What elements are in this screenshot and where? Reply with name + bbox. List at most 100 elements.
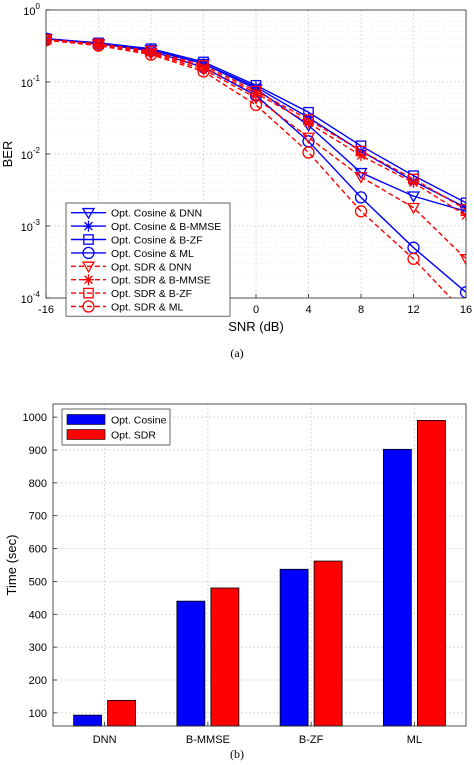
ber-series-line: [46, 37, 466, 212]
time-x-tick-label: ML: [407, 734, 422, 746]
time-chart: 100 200 300 400 500 600 700 800 900 1000 DNN B-MMSE…: [4, 403, 467, 761]
ber-legend-label: Opt. SDR & ML: [111, 302, 184, 314]
ber-data-point: [408, 173, 419, 185]
ber-data-point: [198, 60, 209, 71]
time-y-tick-label: 700: [29, 511, 47, 523]
ber-legend-marker: [82, 246, 95, 260]
time-bar: [73, 714, 103, 727]
ber-x-axis-label: SNR (dB): [228, 319, 284, 334]
time-legend-swatch: [66, 429, 106, 440]
ber-legend-marker: [83, 287, 94, 299]
ber-series-line: [46, 37, 466, 204]
time-bar: [107, 699, 137, 727]
ber-data-point: [354, 191, 368, 204]
ber-x-tick-label: 4: [305, 304, 311, 316]
time-tick-labels: 100 200 300 400 500 600 700 800 900 1000 DNN B-MMSE…: [23, 412, 423, 746]
time-caption: (b): [230, 747, 244, 761]
ber-data-point: [250, 87, 262, 99]
time-y-tick-label: 200: [29, 675, 47, 687]
ber-x-tick-label: 8: [358, 304, 364, 316]
time-y-tick-label: 800: [29, 478, 47, 490]
time-y-tick-label: 900: [29, 445, 47, 457]
ber-data-point: [408, 177, 419, 189]
ber-series: [46, 34, 452, 298]
ber-data-point: [302, 146, 315, 159]
ber-y-tick-label: 10-2: [21, 146, 41, 162]
time-bar: [210, 587, 240, 727]
ber-legend-label: Opt. Cosine & B-MMSE: [111, 221, 221, 233]
ber-y-axis-label: BER: [0, 141, 15, 168]
time-bar: [279, 568, 309, 727]
ber-data-point: [250, 85, 262, 97]
time-legend-label: Opt. Cosine: [111, 415, 167, 427]
ber-y-tick-label: 100: [23, 2, 40, 18]
ber-series: [46, 33, 466, 209]
ber-data-point: [145, 46, 157, 58]
ber-series: [46, 34, 466, 215]
ber-series: [46, 33, 466, 219]
time-bars-group: [73, 420, 446, 727]
ber-data-point: [92, 39, 105, 52]
ber-series-group: [46, 32, 466, 298]
ber-data-point: [250, 81, 262, 93]
ber-data-point: [198, 61, 209, 73]
ber-data-point: [406, 202, 421, 215]
ber-legend-label: Opt. SDR & B-MMSE: [111, 275, 211, 287]
time-bar: [176, 600, 206, 727]
time-plot-box: [52, 403, 467, 727]
ber-data-point: [460, 197, 466, 209]
ber-data-point: [460, 204, 466, 215]
ber-data-point: [354, 205, 368, 218]
time-y-tick-label: 1000: [23, 412, 47, 424]
time-y-tick-label: 300: [29, 642, 47, 654]
time-x-tick-label: DNN: [93, 734, 117, 746]
ber-data-point: [354, 172, 368, 184]
ber-y-tick-label: 10-1: [21, 74, 41, 90]
ber-data-point: [303, 117, 314, 129]
ber-x-tick-label: 0: [253, 304, 259, 316]
time-legend-swatch: [66, 414, 106, 425]
ber-data-point: [303, 114, 314, 125]
ber-data-point: [144, 48, 158, 61]
ber-legend-marker: [82, 300, 95, 313]
time-y-tick-label: 600: [29, 544, 47, 556]
ber-series-line: [46, 38, 466, 211]
time-y-axis-label: Time (sec): [4, 535, 19, 596]
time-legend-label: Opt. SDR: [111, 430, 156, 442]
ber-data-point: [407, 252, 420, 265]
ber-data-point: [301, 132, 316, 145]
ber-legend-marker: [83, 274, 94, 286]
ber-data-point: [459, 286, 466, 298]
ber-data-point: [459, 254, 466, 266]
ber-legend-marker: [81, 207, 96, 220]
ber-legend-label: Opt. Cosine & B-ZF: [111, 235, 203, 247]
time-bar: [382, 448, 412, 727]
ber-data-point: [303, 106, 314, 118]
ber-x-tick-label: -16: [38, 304, 54, 316]
ber-data-point: [93, 39, 104, 51]
time-legend: Opt. Cosine Opt. SDR: [61, 408, 171, 446]
ber-legend-marker: [81, 261, 96, 274]
ber-data-point: [355, 145, 367, 157]
ber-legend-label: Opt. SDR & B-ZF: [111, 288, 192, 300]
ber-series-line: [46, 39, 452, 298]
ber-x-tick-label: 16: [460, 304, 472, 316]
time-y-tick-label: 100: [29, 708, 47, 720]
time-bar: [416, 420, 446, 727]
time-bar: [313, 560, 343, 727]
ber-data-point: [249, 98, 263, 112]
ber-caption: (a): [230, 346, 243, 360]
ber-chart: -16-12-8-4048121610010-110-210-310-4 SNR…: [0, 2, 472, 360]
ber-data-point: [406, 191, 421, 203]
ber-x-tick-label: 12: [407, 304, 419, 316]
ber-legend-label: Opt. Cosine & ML: [111, 248, 194, 260]
ber-legend-label: Opt. SDR & DNN: [111, 261, 192, 273]
ber-y-tick-label: 10-3: [21, 218, 41, 234]
ber-legend-label: Opt. Cosine & DNN: [111, 208, 202, 220]
ber-legend-marker: [83, 220, 94, 232]
ber-data-point: [197, 65, 210, 78]
time-y-tick-label: 500: [29, 576, 47, 588]
ber-data-point: [46, 34, 53, 47]
